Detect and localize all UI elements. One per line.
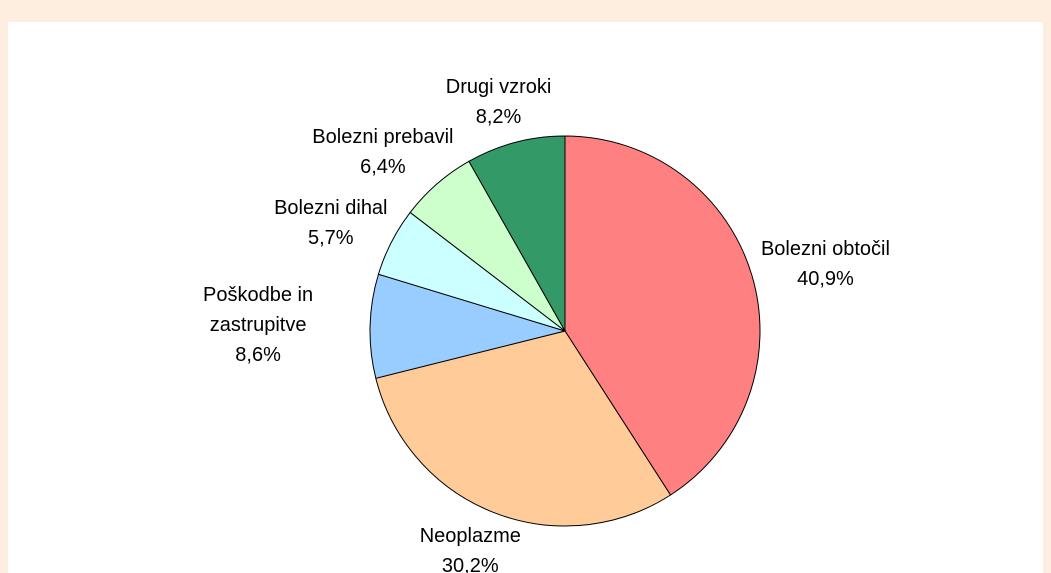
value-label: 8,6% <box>235 343 281 366</box>
slice-label: Bolezni obtočil 40,9% <box>761 234 890 294</box>
category-label: Drugi vzroki <box>445 75 552 98</box>
slice-label: Neoplazme 30,2% <box>420 521 521 573</box>
value-label: 5,7% <box>308 226 354 249</box>
category-label: Bolezni dihal <box>274 196 388 219</box>
pie-slice <box>468 135 566 333</box>
category-label: Bolezni obtočil <box>760 238 890 261</box>
slice-label: Bolezni dihal 5,7% <box>274 193 387 253</box>
category-label: Neoplazme <box>419 525 521 548</box>
slice-label: Bolezni prebavil 6,4% <box>312 122 453 182</box>
slice-label: Drugi vzroki 8,2% <box>446 72 552 132</box>
pie-slice <box>375 330 672 527</box>
pie-slice <box>369 273 567 379</box>
category-label: Poškodbe in zastrupitve <box>203 283 314 336</box>
value-label: 6,4% <box>360 156 406 179</box>
value-label: 40,9% <box>797 268 854 291</box>
category-label: Bolezni prebavil <box>312 126 454 149</box>
slice-label: Poškodbe in zastrupitve 8,6% <box>158 280 358 370</box>
value-label: 30,2% <box>441 555 499 573</box>
value-label: 8,2% <box>475 105 522 128</box>
pie-slice <box>564 135 761 496</box>
